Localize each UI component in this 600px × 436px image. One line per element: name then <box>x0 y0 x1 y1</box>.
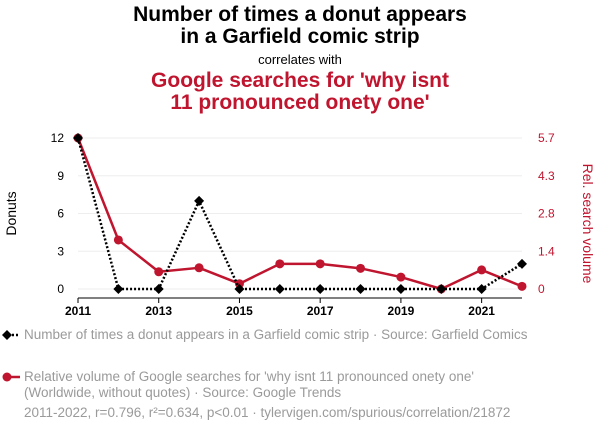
x-tick-label: 2013 <box>145 304 172 318</box>
data-point-donuts <box>73 133 83 143</box>
y-right-tick-label: 1.4 <box>538 244 555 258</box>
chart-subtitle-line-1: Google searches for 'why isnt <box>151 69 449 92</box>
legend-markers <box>2 330 20 382</box>
series <box>73 133 527 294</box>
y-left-axis-label: Donuts <box>3 191 19 235</box>
y-right-tick-label: 5.7 <box>538 131 555 145</box>
chart-subtitle-line-2: 11 pronounced onety one' <box>170 91 430 114</box>
y-right-tick-label: 2.8 <box>538 207 555 221</box>
y-right-axis-label: Rel. search volume <box>580 164 596 284</box>
data-point-donuts <box>395 284 406 294</box>
data-point-searches <box>396 272 406 282</box>
y-left-tick-label: 3 <box>57 244 64 258</box>
correlates-with-label: correlates with <box>258 52 342 67</box>
y-left-tick-label: 9 <box>57 169 64 183</box>
y-left-tick-label: 6 <box>57 207 64 221</box>
data-point-searches <box>315 259 325 269</box>
series-line-searches <box>76 137 523 291</box>
axes: 0 0 3 1.4 6 2.8 9 4.3 12 5.7 2011 2013 2015 2017 2019 2… <box>3 131 596 318</box>
series-line-donuts <box>76 137 523 291</box>
data-point-searches <box>194 263 204 273</box>
y-right-tick-label: 0 <box>538 282 545 296</box>
x-tick-label: 2019 <box>388 304 415 318</box>
data-point-donuts <box>274 284 285 294</box>
y-left-tick-label: 12 <box>51 131 65 145</box>
legend-marker-donuts <box>2 330 12 340</box>
x-tick-label: 2017 <box>307 304 334 318</box>
data-point-searches <box>477 265 487 275</box>
footer-stats: 2011-2022, r=0.796, r²=0.634, p<0.01 · t… <box>24 405 511 420</box>
legend-label-donuts: Number of times a donut appears in a Gar… <box>24 327 528 342</box>
data-point-donuts <box>436 284 447 294</box>
data-point-donuts <box>476 284 487 294</box>
data-point-searches <box>275 259 285 269</box>
data-point-donuts <box>153 284 164 294</box>
data-point-donuts <box>113 284 124 294</box>
y-right-tick-label: 4.3 <box>538 169 555 183</box>
gridlines <box>78 137 522 290</box>
x-tick-label: 2021 <box>468 304 495 318</box>
chart-title-line-2: in a Garfield comic strip <box>180 25 420 48</box>
legend-label-searches: Relative volume of Google searches for '… <box>24 369 474 400</box>
data-point-donuts <box>234 284 245 294</box>
data-point-donuts <box>194 195 205 206</box>
data-point-donuts <box>517 258 527 269</box>
x-tick-label: 2011 <box>65 304 91 318</box>
data-point-donuts <box>315 284 326 294</box>
chart-title-line-1: Number of times a donut appears <box>133 3 467 26</box>
data-point-searches <box>234 279 244 289</box>
data-point-searches <box>517 281 527 291</box>
data-point-donuts <box>355 284 366 294</box>
y-left-tick-label: 0 <box>57 282 64 296</box>
data-point-searches <box>356 263 366 273</box>
x-tick-label: 2015 <box>226 304 253 318</box>
data-point-searches <box>113 235 123 245</box>
data-point-searches <box>154 267 164 277</box>
legend-marker-searches <box>2 372 12 382</box>
